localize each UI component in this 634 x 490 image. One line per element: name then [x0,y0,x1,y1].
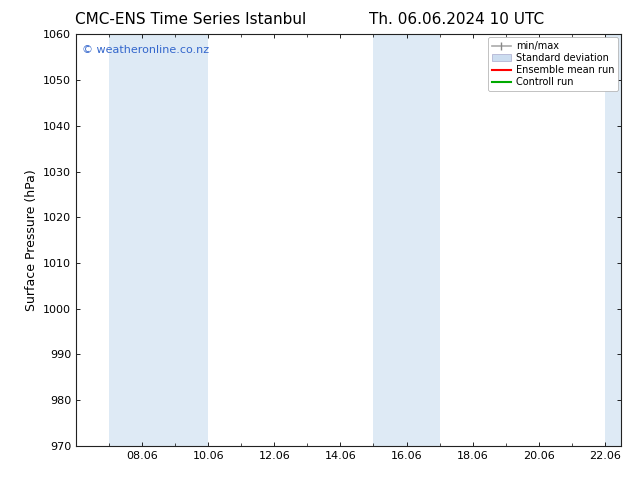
Bar [605,34,621,446]
Legend: min/max, Standard deviation, Ensemble mean run, Controll run: min/max, Standard deviation, Ensemble me… [488,37,618,91]
Text: © weatheronline.co.nz: © weatheronline.co.nz [82,45,209,54]
Text: Th. 06.06.2024 10 UTC: Th. 06.06.2024 10 UTC [369,12,544,27]
Bar [109,34,208,446]
Text: CMC-ENS Time Series Istanbul: CMC-ENS Time Series Istanbul [75,12,306,27]
Bar [373,34,439,446]
Y-axis label: Surface Pressure (hPa): Surface Pressure (hPa) [25,169,37,311]
